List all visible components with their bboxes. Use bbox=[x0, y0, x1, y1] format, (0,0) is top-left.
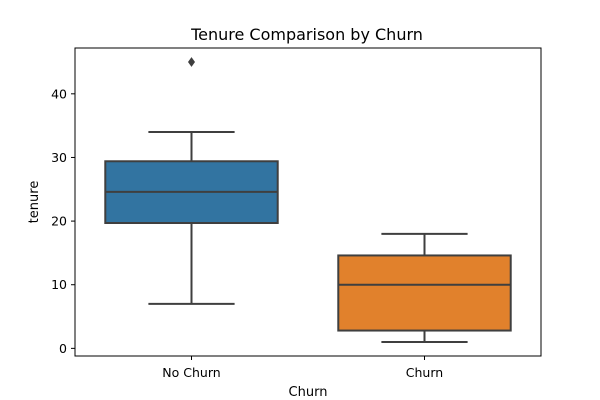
y-tick-label: 20 bbox=[51, 214, 67, 229]
x-tick-label: No Churn bbox=[162, 365, 220, 380]
y-tick-label: 30 bbox=[51, 150, 67, 165]
y-tick-label: 10 bbox=[51, 277, 67, 292]
y-tick-label: 40 bbox=[51, 86, 67, 101]
x-axis-label: Churn bbox=[289, 385, 328, 400]
box-churn bbox=[337, 254, 512, 332]
plot-area: 0 10 20 30 40 No Churn Churn bbox=[51, 57, 512, 380]
chart-title: Tenure Comparison by Churn bbox=[190, 25, 423, 44]
y-axis-label: tenure bbox=[27, 181, 42, 224]
plot-frame bbox=[74, 47, 542, 357]
x-tick-label: Churn bbox=[406, 365, 443, 380]
y-tick-label: 0 bbox=[59, 341, 67, 356]
outlier-point bbox=[188, 57, 195, 67]
